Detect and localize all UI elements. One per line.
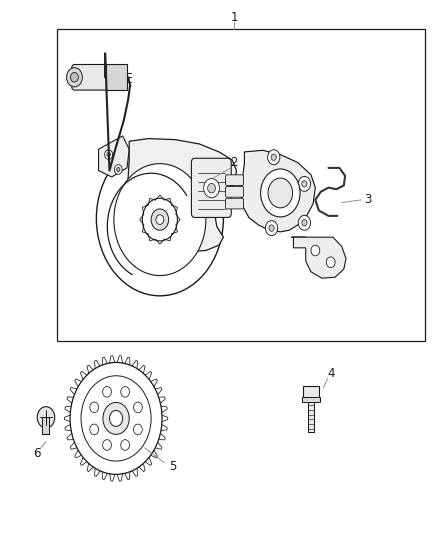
Circle shape (311, 245, 320, 256)
Circle shape (90, 402, 99, 413)
Polygon shape (291, 237, 324, 266)
Circle shape (271, 154, 276, 160)
Circle shape (114, 165, 122, 174)
Text: 4: 4 (327, 367, 335, 379)
Circle shape (269, 225, 274, 231)
Circle shape (302, 220, 307, 226)
Circle shape (265, 221, 278, 236)
Circle shape (208, 183, 215, 193)
Circle shape (142, 198, 177, 241)
Circle shape (121, 386, 130, 397)
Circle shape (70, 362, 162, 474)
Polygon shape (123, 139, 237, 252)
Circle shape (37, 407, 55, 428)
Circle shape (102, 386, 111, 397)
Bar (308, 402, 314, 432)
FancyBboxPatch shape (226, 175, 244, 185)
Circle shape (204, 179, 219, 198)
Circle shape (110, 410, 123, 426)
Polygon shape (241, 150, 315, 232)
Circle shape (156, 215, 164, 224)
Circle shape (134, 402, 142, 413)
Circle shape (151, 209, 169, 230)
Circle shape (302, 181, 307, 187)
Text: 2: 2 (230, 156, 238, 169)
Circle shape (114, 164, 206, 276)
Text: 5: 5 (170, 460, 177, 473)
Text: 6: 6 (33, 447, 41, 459)
Circle shape (268, 178, 293, 208)
FancyBboxPatch shape (106, 64, 127, 90)
Circle shape (134, 424, 142, 435)
FancyBboxPatch shape (226, 198, 244, 209)
FancyBboxPatch shape (226, 187, 244, 197)
FancyBboxPatch shape (191, 158, 231, 217)
Circle shape (298, 215, 311, 230)
Circle shape (71, 72, 78, 82)
Circle shape (90, 424, 99, 435)
Circle shape (298, 176, 311, 191)
Bar (42, 417, 49, 434)
Circle shape (105, 150, 113, 159)
Circle shape (96, 141, 223, 296)
Circle shape (107, 152, 110, 157)
Circle shape (261, 169, 300, 217)
FancyBboxPatch shape (72, 64, 110, 90)
Polygon shape (293, 237, 346, 278)
Circle shape (102, 440, 111, 450)
Circle shape (103, 402, 129, 434)
Circle shape (117, 167, 120, 172)
Circle shape (326, 257, 335, 268)
Circle shape (121, 440, 130, 450)
Bar (57, 29, 425, 341)
Circle shape (268, 150, 280, 165)
FancyBboxPatch shape (302, 397, 320, 402)
Text: 1: 1 (230, 11, 238, 23)
Circle shape (81, 376, 151, 461)
Text: 3: 3 (364, 193, 371, 206)
Circle shape (67, 68, 82, 87)
Polygon shape (99, 136, 129, 177)
FancyBboxPatch shape (303, 386, 319, 400)
